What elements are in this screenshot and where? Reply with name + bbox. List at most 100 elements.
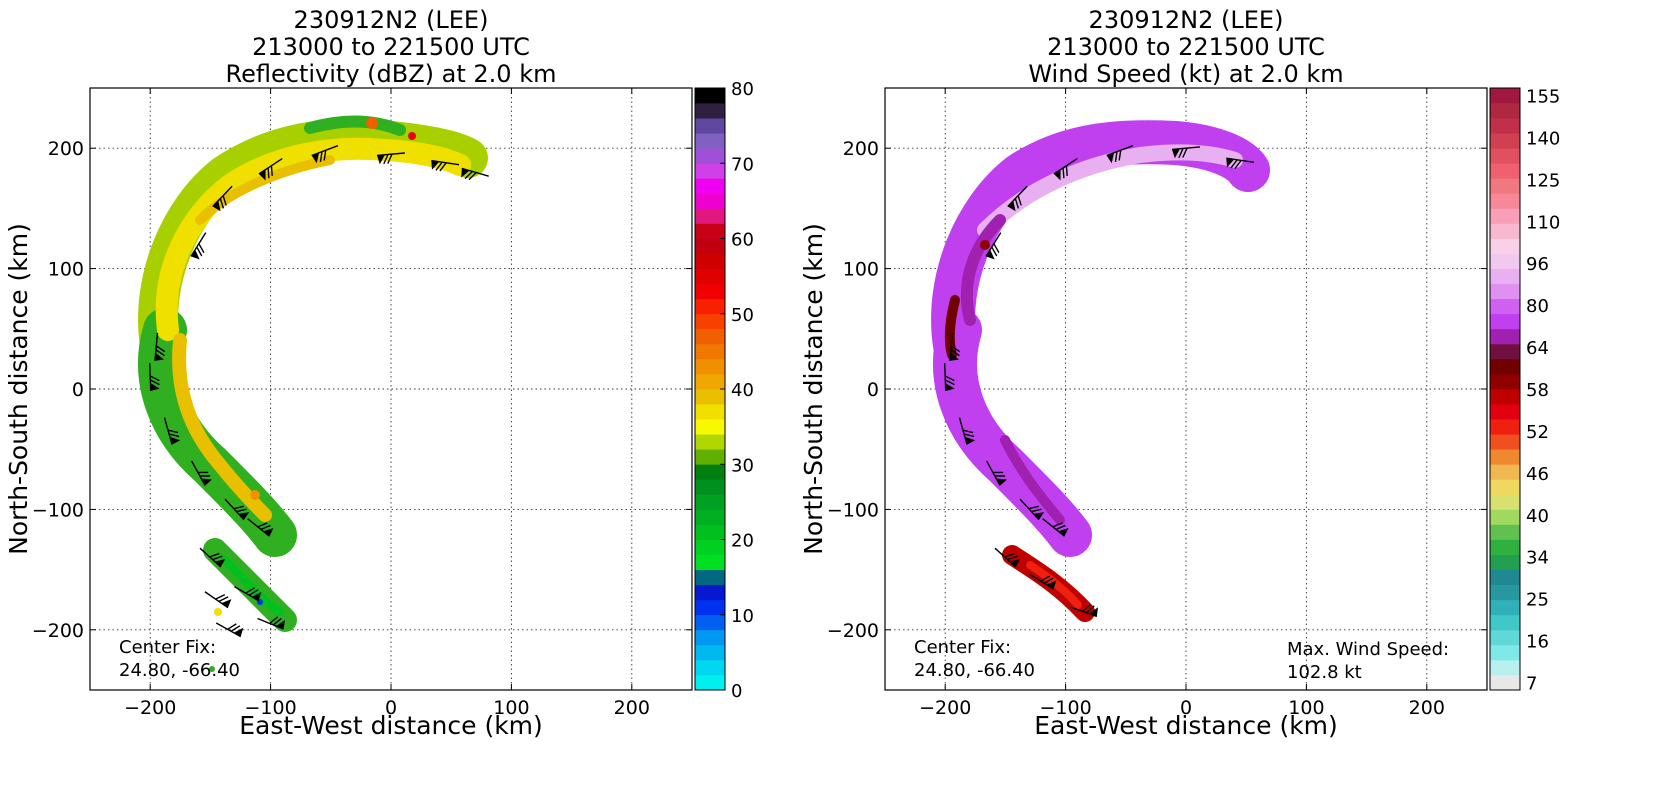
colorbar-segment (695, 674, 725, 691)
wind-barb (257, 616, 286, 630)
high-cell (366, 117, 378, 129)
colorbar-segment (695, 554, 725, 570)
colorbar-segment (695, 614, 725, 631)
colorbar-segment (695, 644, 725, 661)
wind-barb (461, 167, 489, 181)
colorbar-segment (1490, 268, 1520, 285)
colorbar-tick-label: 25 (1526, 590, 1549, 611)
colorbar-segment (1490, 599, 1520, 616)
colorbar-segment (1490, 434, 1520, 450)
panel-title-line-3: Wind Speed (kt) at 2.0 km (1028, 60, 1343, 88)
wind-arc-inner-south (1000, 435, 1065, 525)
colorbar-segment (1490, 178, 1520, 194)
colorbar-tick-label: 20 (731, 531, 754, 552)
wind-barb (204, 591, 232, 609)
arc-band-outer (138, 118, 488, 365)
wind-speed-panel: 230912N2 (LEE) 213000 to 221500 UTC Wind… (799, 6, 1560, 740)
colorbar-tick-label: 52 (1526, 422, 1549, 443)
y-tick-label: 0 (72, 379, 84, 401)
arc-band-core-south (172, 333, 272, 522)
colorbar-segment (1490, 118, 1520, 134)
colorbar-segment (695, 449, 725, 465)
colorbar-frame (1489, 87, 1521, 691)
center-fix-value: 24.80, -66.40 (119, 660, 240, 681)
wind-barb (1226, 157, 1255, 169)
wind-barb (154, 332, 166, 361)
colorbar-segment (1490, 659, 1520, 676)
wind-barb (311, 145, 339, 164)
colorbar-segment (695, 464, 725, 480)
colorbar-segment (1490, 464, 1520, 480)
colorbar-segment (1490, 238, 1520, 254)
y-tick-label: 100 (48, 259, 84, 281)
x-tick-label: −200 (124, 697, 176, 719)
colorbar-segment (695, 479, 725, 495)
reflectivity-panel: 230912N2 (LEE) 213000 to 221500 UTC Refl… (4, 6, 754, 740)
colorbar-segment (1490, 539, 1520, 555)
colorbar-segment (1490, 479, 1520, 495)
colorbar-tick-label: 50 (731, 305, 754, 326)
colorbar-segment (1490, 88, 1520, 104)
colorbar-tick-label: 60 (731, 230, 754, 251)
colorbar-tick-label: 10 (731, 606, 754, 627)
colorbar-segment (1490, 629, 1520, 646)
colorbar-segment (1490, 419, 1520, 435)
colorbar-segment (1490, 103, 1520, 119)
colorbar-segment (695, 313, 725, 330)
colorbar-segment (695, 283, 725, 300)
colorbar-segment (695, 584, 725, 601)
colorbar-tick-label: 40 (731, 380, 754, 401)
wind-barb (1053, 157, 1078, 181)
panel-title-line-2: 213000 to 221500 UTC (1047, 33, 1325, 61)
southern-strong-band-inner (1026, 561, 1082, 609)
colorbar-segment (695, 163, 725, 179)
center-fix-label: Center Fix: (914, 637, 1011, 658)
colorbar-segment (1490, 193, 1520, 209)
wind-edge-cell (980, 240, 990, 250)
wind-arc-outer (931, 120, 1270, 367)
colorbar-segment (695, 539, 725, 555)
colorbar-segment (1490, 253, 1520, 269)
y-axis-label: North-South distance (km) (4, 223, 33, 555)
arc-band-core-north (195, 155, 335, 225)
colorbar-tick-label: 30 (731, 455, 754, 476)
colorbar-segment (1490, 298, 1520, 315)
colorbar-segment (1490, 569, 1520, 586)
y-tick-label: 0 (867, 379, 879, 401)
wind-barb (985, 232, 1002, 260)
max-wind-label: Max. Wind Speed: (1287, 639, 1449, 660)
colorbar-segment (1490, 644, 1520, 661)
colorbar-segment (1490, 554, 1520, 570)
colorbar-segment (1490, 283, 1520, 300)
arc-band-core (155, 137, 471, 341)
colorbar-segment (1490, 614, 1520, 631)
colorbar-segment (695, 88, 725, 104)
colorbar-segment (1490, 358, 1520, 375)
wind-barb (958, 417, 976, 445)
wind-barb (258, 157, 283, 181)
wind-barb (215, 622, 244, 638)
wind-barb (224, 498, 250, 521)
colorbar-segment (695, 148, 725, 164)
colorbar-segment (1490, 509, 1520, 525)
colorbar-tick-label: 80 (1526, 296, 1549, 317)
colorbar-segment (1490, 404, 1520, 420)
y-tick-label: −100 (827, 499, 879, 521)
x-tick-label: 100 (1288, 697, 1324, 719)
wind-barb (1042, 518, 1069, 537)
wind-barbs (148, 145, 489, 638)
center-fix-value: 24.80, -66.40 (914, 660, 1035, 681)
x-tick-label: −100 (1040, 697, 1092, 719)
colorbar-segment (695, 343, 725, 360)
colorbar-segment (695, 404, 725, 420)
x-tick-label: −100 (245, 697, 297, 719)
wind-speed-field (931, 120, 1270, 622)
x-tick-label: 100 (493, 697, 529, 719)
colorbar-segment (695, 118, 725, 134)
colorbar-segment (695, 103, 725, 119)
colorbar-tick-label: 16 (1526, 632, 1549, 653)
reflectivity-field (138, 115, 488, 672)
panel-title-line-2: 213000 to 221500 UTC (252, 33, 530, 61)
colorbar-segment (1490, 494, 1520, 510)
